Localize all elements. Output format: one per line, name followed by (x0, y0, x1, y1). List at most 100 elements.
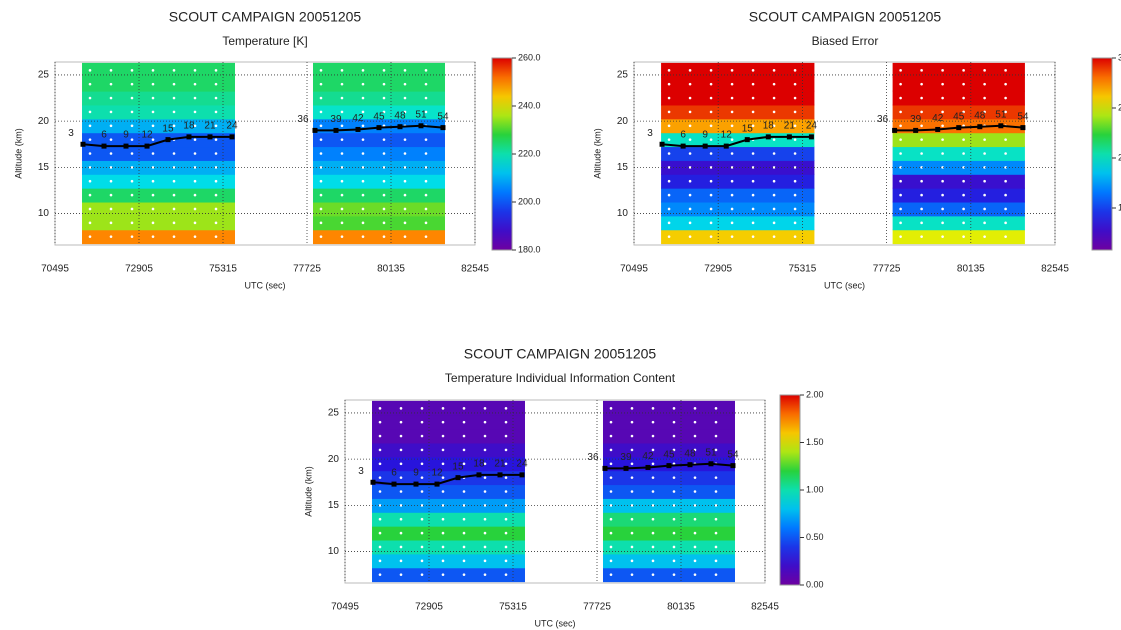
sample-dot (420, 559, 424, 563)
sample-dot (378, 573, 382, 576)
sample-dot (899, 235, 902, 238)
sample-dot (214, 96, 218, 100)
x-tick-label: 77725 (583, 602, 611, 613)
sample-dot (941, 166, 944, 169)
sample-dot (793, 166, 797, 169)
sample-dot (88, 179, 92, 183)
x-axis-label: UTC (sec) (245, 280, 286, 290)
sample-dot (399, 490, 403, 493)
heat-cell (312, 187, 445, 203)
sample-dot (630, 517, 634, 521)
point-label: 6 (391, 468, 397, 479)
tropopause-point (229, 134, 235, 140)
sample-dot (651, 407, 655, 410)
point-label: 3 (647, 128, 653, 139)
heat-cell (661, 187, 815, 203)
sample-dot (609, 407, 613, 410)
sample-dot (962, 110, 965, 114)
y-tick-label: 20 (328, 454, 340, 465)
sample-dot (340, 179, 344, 183)
tropopause-line (661, 135, 812, 148)
point-label: 6 (101, 130, 107, 141)
sample-dot (130, 138, 134, 141)
heat-cell (602, 497, 735, 513)
heat-cell (602, 553, 735, 569)
sample-dot (109, 138, 113, 141)
sample-dot (693, 559, 697, 563)
sample-dot (130, 221, 134, 225)
sample-dot (693, 490, 697, 493)
sample-dot (714, 517, 718, 521)
sample-dot (172, 152, 176, 155)
heat-cell (372, 428, 525, 444)
tropopause-point (497, 472, 503, 478)
sample-dot (714, 545, 718, 549)
heat-cell (661, 104, 815, 120)
sample-dot (424, 193, 428, 197)
sample-dot (441, 462, 445, 466)
sample-dot (941, 110, 944, 114)
sample-dot (693, 434, 697, 438)
x-tick-label: 77725 (293, 264, 321, 275)
sample-dot (382, 235, 386, 238)
sample-dot (88, 69, 92, 72)
sample-dot (609, 476, 613, 479)
sample-dot (630, 407, 634, 410)
sample-dot (751, 179, 755, 183)
heat-cell (602, 484, 735, 499)
sample-dot (983, 179, 986, 183)
sample-dot (378, 420, 382, 424)
sample-dot (214, 124, 218, 128)
sample-dot (193, 110, 197, 114)
sample-dot (1004, 179, 1007, 183)
sample-dot (420, 531, 424, 535)
sample-dot (319, 166, 323, 169)
sample-dot (504, 448, 508, 452)
sample-dot (693, 573, 697, 576)
sample-dot (751, 235, 755, 238)
sample-dot (920, 82, 923, 86)
sample-dot (319, 96, 323, 100)
sample-dot (420, 490, 424, 493)
sample-dot (340, 166, 344, 169)
sample-dot (361, 207, 365, 211)
sample-dot (109, 166, 113, 169)
sample-dot (504, 531, 508, 535)
sample-dot (319, 110, 323, 114)
sample-dot (403, 166, 407, 169)
point-label: 18 (473, 459, 485, 470)
sample-dot (109, 124, 113, 128)
sample-dot (730, 166, 734, 169)
sample-dot (714, 407, 718, 410)
sample-dot (772, 124, 776, 128)
y-tick-label: 25 (617, 70, 629, 81)
sample-dot (340, 82, 344, 86)
sample-dot (793, 193, 797, 197)
heat-cell (312, 229, 445, 245)
sample-dot (651, 504, 655, 507)
colorbar-tick-label: 2.00 (1118, 152, 1121, 162)
heat-cell (602, 428, 735, 444)
sample-dot (630, 531, 634, 535)
sample-dot (772, 235, 776, 238)
sample-dot (504, 434, 508, 438)
sample-dot (462, 545, 466, 549)
heat-cell (82, 90, 235, 106)
colorbar (491, 57, 513, 251)
sample-dot (609, 504, 613, 507)
sample-dot (462, 407, 466, 410)
plot-frame (344, 399, 766, 584)
sample-dot (609, 559, 613, 563)
y-tick-label: 20 (617, 116, 629, 127)
sample-dot (109, 193, 113, 197)
point-label: 9 (413, 468, 419, 479)
tropopause-point (1020, 125, 1026, 131)
sample-dot (630, 420, 634, 424)
sample-dot (340, 96, 344, 100)
point-label: 42 (932, 113, 944, 124)
sample-dot (1004, 82, 1007, 86)
sample-dot (319, 207, 323, 211)
point-label: 39 (910, 114, 922, 125)
sample-dot (382, 69, 386, 72)
sample-dot (399, 559, 403, 563)
